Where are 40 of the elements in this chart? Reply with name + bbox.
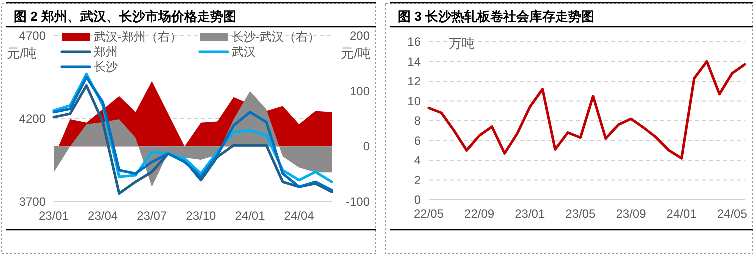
y-tick-label: 4 [414, 154, 422, 168]
x-tick-label: 23/04 [88, 209, 118, 223]
legend-label: 长沙 [94, 60, 118, 74]
y2-tick-label: 200 [350, 29, 370, 43]
x-tick-label: 24/01 [666, 207, 698, 221]
chart-title: 图 2 郑州、武汉、长沙市场价格走势图 [14, 9, 236, 24]
legend-label: 武汉 [232, 45, 256, 59]
y2-tick-label: 0 [363, 140, 370, 154]
line-series [428, 60, 746, 160]
x-tick-label: 24/04 [284, 209, 315, 223]
x-tick-label: 22/05 [414, 207, 444, 221]
y-axis-title: 万吨 [449, 36, 475, 51]
x-tick-label: 23/05 [566, 207, 596, 221]
y-tick-label: 8 [414, 114, 422, 128]
legend-label: 长沙-武汉（右） [232, 30, 320, 44]
y-tick-label: 0 [414, 193, 422, 207]
x-tick-label: 23/01 [38, 209, 70, 223]
y-tick-label: 4700 [19, 29, 46, 43]
x-tick-label: 24/05 [717, 207, 748, 221]
x-tick-label: 23/10 [186, 209, 217, 223]
y-tick-label: 2 [414, 173, 422, 188]
y-tick-label: 4200 [19, 112, 46, 126]
y-tick-label: 12 [408, 74, 422, 88]
y-tick-label: 3700 [19, 195, 46, 209]
x-tick-label: 23/07 [137, 209, 168, 223]
legend-label: 郑州 [94, 45, 118, 59]
y-tick-label: 16 [408, 35, 422, 49]
y-tick-label: 6 [414, 134, 422, 148]
x-tick-label: 23/01 [515, 207, 546, 221]
x-tick-label: 23/09 [616, 207, 647, 221]
y-tick-label: 10 [408, 94, 422, 108]
y2-tick-label: -100 [346, 195, 370, 209]
y2-tick-label: 100 [350, 84, 370, 98]
y2-axis-title: 元/吨 [341, 46, 371, 61]
y-axis-title: 元/吨 [7, 46, 37, 61]
y-tick-label: 14 [408, 54, 422, 69]
chart-title: 图 3 长沙热轧板卷社会库存走势图 [398, 9, 594, 24]
x-tick-label: 24/01 [235, 209, 266, 223]
x-tick-label: 22/09 [464, 207, 495, 221]
legend-label: 武汉-郑州（右） [94, 30, 182, 44]
